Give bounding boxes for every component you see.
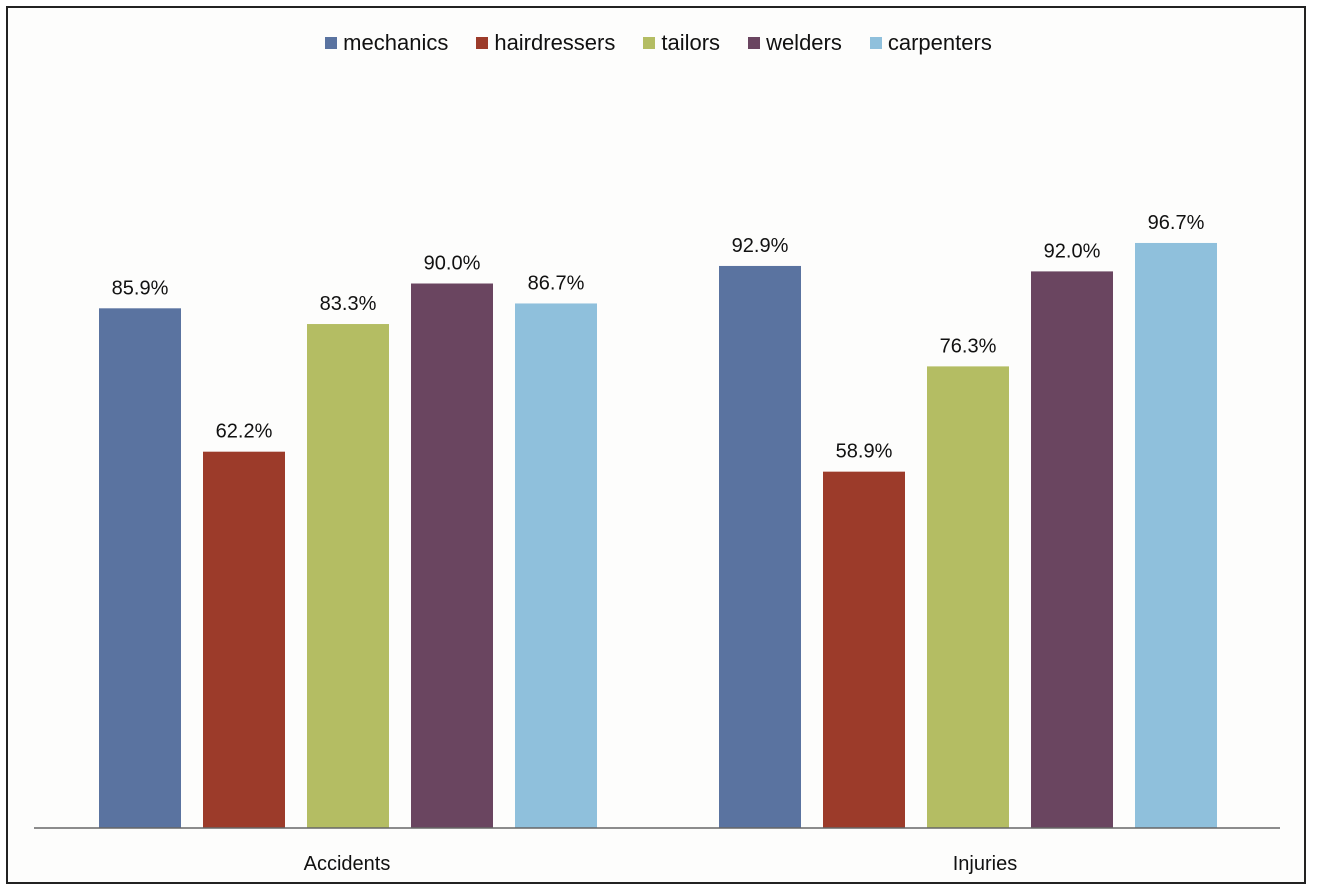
legend-swatch-mechanics [325,37,338,49]
legend-label-tailors: tailors [661,30,721,55]
legend-item-tailors: tailors [643,30,720,56]
bar-injuries-welders [1031,271,1113,828]
legend-label-carpenters: carpenters [887,30,992,55]
legend: mechanics hairdressers tailors welders c… [0,30,1317,56]
legend-swatch-welders [748,37,761,49]
legend-item-hairdressers: hairdressers [476,30,615,56]
category-label-injuries: Injuries [953,853,1017,875]
bar-accidents-carpenters [515,303,597,829]
legend-label-welders: welders [766,30,842,55]
data-label-accidents-hairdressers: 62.2% [216,421,273,443]
legend-swatch-tailors [643,37,656,49]
bar-accidents-hairdressers [203,451,285,828]
data-label-injuries-welders: 92.0% [1044,240,1101,262]
legend-swatch-hairdressers [476,37,489,49]
bar-injuries-carpenters [1135,242,1217,829]
data-label-injuries-tailors: 76.3% [940,335,997,357]
category-label-accidents: Accidents [304,853,391,875]
legend-label-hairdressers: hairdressers [494,30,616,55]
legend-label-mechanics: mechanics [343,30,449,55]
data-label-injuries-hairdressers: 58.9% [836,441,893,463]
data-label-accidents-mechanics: 85.9% [112,277,169,299]
legend-swatch-carpenters [869,37,882,49]
data-label-injuries-carpenters: 96.7% [1148,212,1205,234]
bar-injuries-hairdressers [823,471,905,828]
bar-accidents-mechanics [99,308,181,828]
legend-item-welders: welders [748,30,842,56]
bar-accidents-welders [411,283,493,828]
data-label-accidents-carpenters: 86.7% [528,272,585,294]
data-label-injuries-mechanics: 92.9% [732,235,789,257]
legend-item-carpenters: carpenters [869,30,992,56]
data-label-accidents-welders: 90.0% [424,253,481,275]
legend-item-mechanics: mechanics [325,30,448,56]
data-label-accidents-tailors: 83.3% [320,293,377,315]
bar-injuries-tailors [927,366,1009,828]
bar-injuries-mechanics [719,265,801,829]
bar-accidents-tailors [307,324,389,828]
